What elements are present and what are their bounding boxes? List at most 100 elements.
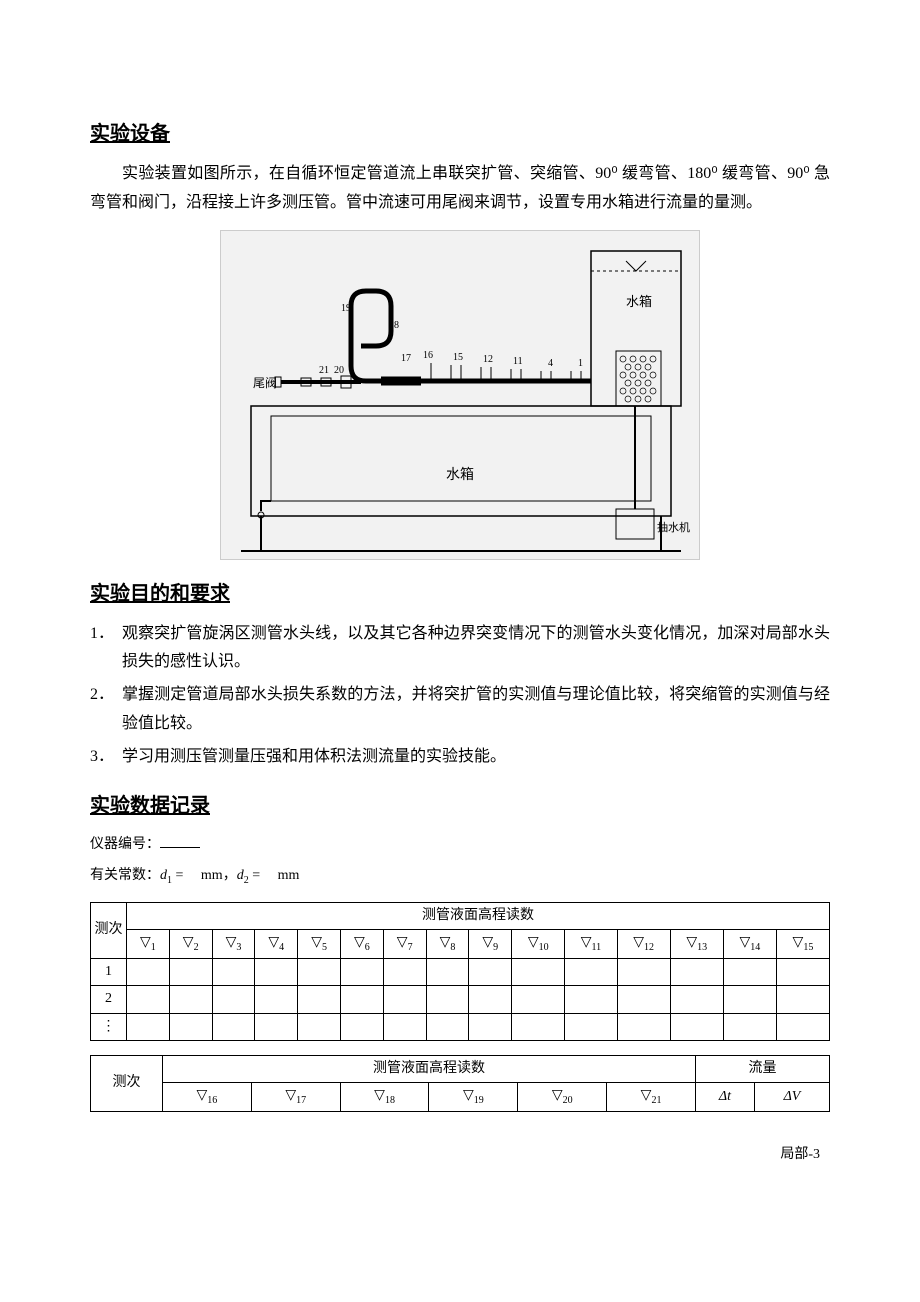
nabla-header: ▽1 <box>127 929 170 958</box>
data-cell <box>723 958 776 985</box>
data-cell <box>340 958 383 985</box>
svg-text:1: 1 <box>578 358 583 369</box>
nabla-header: ▽3 <box>212 929 255 958</box>
svg-text:19: 19 <box>341 303 351 314</box>
label-tail-valve: 尾阀 <box>253 376 277 390</box>
nabla-header: ▽6 <box>340 929 383 958</box>
delta-t-header: Δt <box>695 1083 754 1112</box>
svg-text:12: 12 <box>483 354 493 365</box>
instrument-blank <box>160 834 200 848</box>
data-cell <box>617 958 670 985</box>
apparatus-diagram: 水箱 <box>220 230 700 560</box>
data-cell <box>255 986 298 1013</box>
nabla-header: ▽7 <box>383 929 426 958</box>
svg-text:4: 4 <box>548 358 553 369</box>
nabla-header: ▽21 <box>607 1083 696 1112</box>
data-cell <box>469 958 512 985</box>
heading-equipment: 实验设备 <box>90 116 830 152</box>
heading-objectives: 实验目的和要求 <box>90 576 830 612</box>
data-cell <box>212 1013 255 1040</box>
nabla-header: ▽19 <box>429 1083 518 1112</box>
data-cell <box>723 1013 776 1040</box>
data-cell <box>298 958 341 985</box>
svg-text:16: 16 <box>423 350 433 361</box>
list-item: 3． 学习用测压管测量压强和用体积法测流量的实验技能。 <box>90 743 830 772</box>
nabla-header: ▽5 <box>298 929 341 958</box>
data-cell <box>169 986 212 1013</box>
svg-text:18: 18 <box>389 320 399 331</box>
list-body: 掌握测定管道局部水头损失系数的方法，并将突扩管的实测值与理论值比较，将突缩管的实… <box>122 681 830 739</box>
data-cell <box>255 958 298 985</box>
data-cell <box>469 1013 512 1040</box>
nabla-header: ▽20 <box>518 1083 607 1112</box>
row-label: 2 <box>91 986 127 1013</box>
data-cell <box>340 1013 383 1040</box>
nabla-header: ▽8 <box>426 929 469 958</box>
nabla-header: ▽16 <box>163 1083 252 1112</box>
data-cell <box>383 958 426 985</box>
data-cell <box>512 986 565 1013</box>
data-cell <box>617 1013 670 1040</box>
data-cell <box>776 958 829 985</box>
delta-v-header: ΔV <box>754 1083 829 1112</box>
data-cell <box>670 986 723 1013</box>
data-cell <box>298 1013 341 1040</box>
constants-line: 有关常数：d1 = mm，d2 = mm <box>90 863 830 890</box>
data-cell <box>127 986 170 1013</box>
col-header-readings: 测管液面高程读数 <box>127 902 830 929</box>
svg-text:21: 21 <box>319 365 329 376</box>
label-pump: 抽水机 <box>657 520 690 534</box>
data-cell <box>127 958 170 985</box>
data-table-2: 测次 测管液面高程读数 流量 ▽16▽17▽18▽19▽20▽21ΔtΔV <box>90 1055 830 1112</box>
data-cell <box>512 1013 565 1040</box>
data-cell <box>212 986 255 1013</box>
nabla-header: ▽10 <box>512 929 565 958</box>
nabla-header: ▽9 <box>469 929 512 958</box>
nabla-header: ▽17 <box>251 1083 340 1112</box>
nabla-header: ▽18 <box>340 1083 429 1112</box>
svg-text:20: 20 <box>334 365 344 376</box>
diagram-container: 水箱 <box>90 230 830 560</box>
nabla-header: ▽11 <box>565 929 617 958</box>
list-item: 2． 掌握测定管道局部水头损失系数的方法，并将突扩管的实测值与理论值比较，将突缩… <box>90 681 830 739</box>
data-cell <box>383 1013 426 1040</box>
data-cell <box>512 958 565 985</box>
svg-text:11: 11 <box>513 356 523 367</box>
data-cell <box>426 1013 469 1040</box>
data-cell <box>298 986 341 1013</box>
data-cell <box>670 1013 723 1040</box>
data-cell <box>723 986 776 1013</box>
label-tank-bottom: 水箱 <box>446 467 474 483</box>
data-cell <box>617 986 670 1013</box>
diagram-svg: 水箱 <box>221 231 701 561</box>
data-cell <box>255 1013 298 1040</box>
nabla-header: ▽15 <box>776 929 829 958</box>
data-cell <box>169 958 212 985</box>
heading-data-record: 实验数据记录 <box>90 788 830 824</box>
data-cell <box>565 958 617 985</box>
intro-paragraph: 实验装置如图所示，在自循环恒定管道流上串联突扩管、突缩管、90⁰ 缓弯管、180… <box>90 160 830 218</box>
nabla-header: ▽4 <box>255 929 298 958</box>
nabla-header: ▽2 <box>169 929 212 958</box>
page-footer: 局部-3 <box>90 1142 830 1167</box>
data-cell <box>469 986 512 1013</box>
data-cell <box>169 1013 212 1040</box>
col-header-measure: 测次 <box>91 1055 163 1111</box>
list-number: 3． <box>90 743 122 772</box>
data-cell <box>426 986 469 1013</box>
data-cell <box>670 958 723 985</box>
data-cell <box>212 958 255 985</box>
row-label: ⋮ <box>91 1013 127 1040</box>
data-cell <box>565 1013 617 1040</box>
svg-text:17: 17 <box>401 353 411 364</box>
instrument-number-line: 仪器编号： <box>90 832 830 857</box>
data-table-1: 测次 测管液面高程读数 ▽1▽2▽3▽4▽5▽6▽7▽8▽9▽10▽11▽12▽… <box>90 902 830 1041</box>
list-body: 观察突扩管旋涡区测管水头线，以及其它各种边界突变情况下的测管水头变化情况，加深对… <box>122 620 830 678</box>
nabla-header: ▽13 <box>670 929 723 958</box>
data-cell <box>340 986 383 1013</box>
list-item: 1． 观察突扩管旋涡区测管水头线，以及其它各种边界突变情况下的测管水头变化情况，… <box>90 620 830 678</box>
svg-text:15: 15 <box>453 352 463 363</box>
list-number: 1． <box>90 620 122 678</box>
objectives-list: 1． 观察突扩管旋涡区测管水头线，以及其它各种边界突变情况下的测管水头变化情况，… <box>90 620 830 772</box>
data-cell <box>383 986 426 1013</box>
